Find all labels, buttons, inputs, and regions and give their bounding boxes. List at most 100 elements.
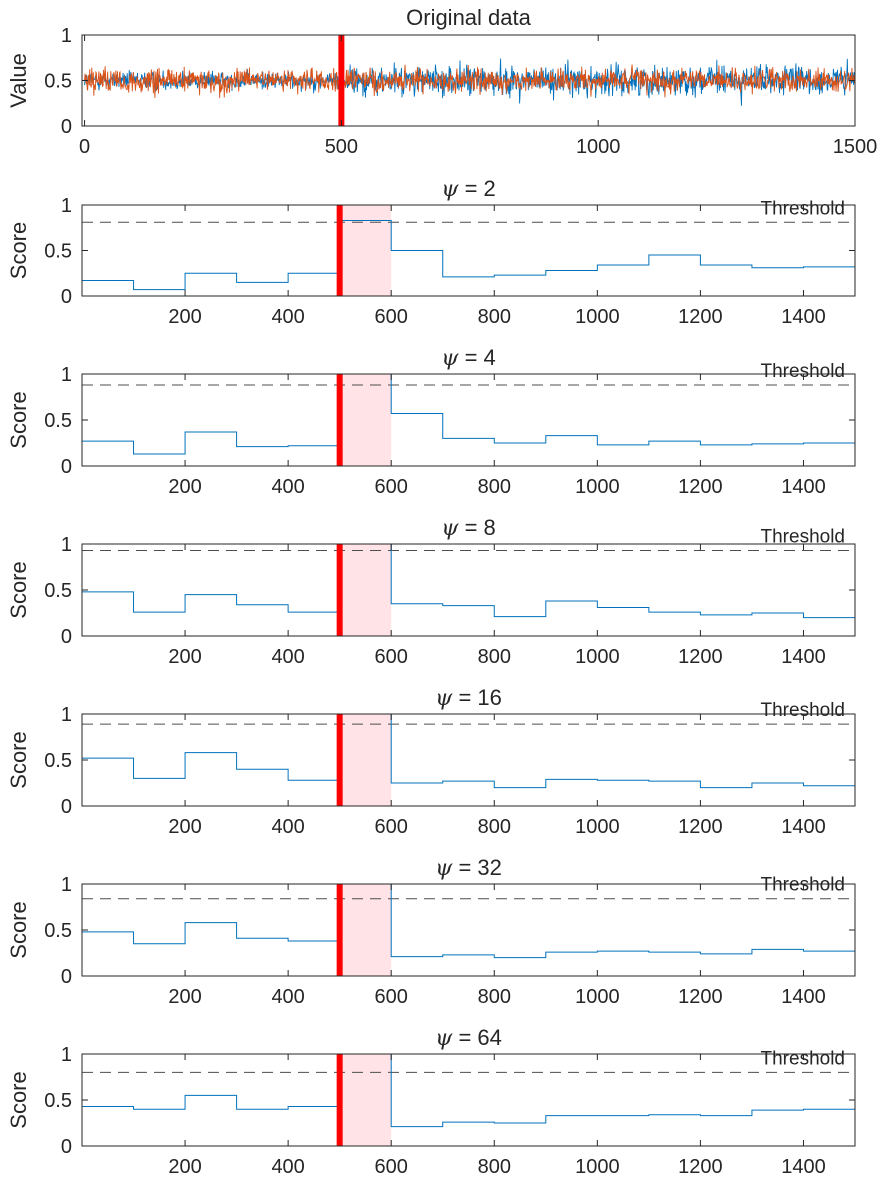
y-tick-label: 1 [61,25,72,47]
x-tick-label: 1000 [576,136,621,158]
x-tick-label: 800 [478,306,511,328]
x-tick-label: 1200 [678,646,723,668]
x-tick-label: 600 [375,1156,408,1178]
x-tick-label: 1200 [678,816,723,838]
title-symbol: ψ [435,686,453,711]
plot-area [82,374,855,466]
series-line [84,64,855,99]
score-step-line [82,374,855,455]
x-tick-label: 1500 [833,136,878,158]
y-axis-label: Score [6,561,31,618]
plot-area [82,714,855,806]
y-tick-label: 1 [61,364,72,386]
x-tick-label: 1200 [678,476,723,498]
x-tick-label: 1000 [575,646,620,668]
x-tick-label: 1200 [678,986,723,1008]
y-tick-label: 0 [61,116,72,138]
score-step-line [82,219,855,291]
x-tick-label: 1000 [575,1156,620,1178]
score-step-line [82,1054,855,1128]
x-tick-label: 1400 [781,986,826,1008]
chart-title: ψ = 4 [441,345,496,371]
threshold-label: Threshold [761,198,846,219]
x-tick-label: 400 [271,1156,304,1178]
y-axis-label: Score [6,1071,31,1128]
x-tick-label: 1400 [781,476,826,498]
x-tick-label: 400 [271,476,304,498]
highlight-band [339,714,392,806]
axes-box [81,204,856,297]
x-tick-label: 1200 [678,1156,723,1178]
x-tick-label: 400 [271,816,304,838]
subplot-7: Threshold ψ = 64 200 400 600 800 1000 1200 1400 0… [6,1025,856,1178]
subplot-6: Threshold ψ = 32 200 400 600 800 1000 1200 1400 0… [6,855,856,1008]
score-step-line [82,544,855,619]
axes-box [81,1053,856,1147]
x-tick-label: 1000 [575,306,620,328]
x-tick-label: 800 [478,816,511,838]
x-tick-label: 200 [168,816,201,838]
x-tick-label: 500 [325,136,358,158]
plot-area [82,544,855,636]
plot-area [82,884,855,976]
axes-box [81,713,856,807]
x-tick-label: 800 [478,646,511,668]
x-tick-label: 200 [168,1156,201,1178]
y-tick-label: 1 [61,195,72,217]
highlight-band [339,374,392,466]
y-tick-label: 0 [61,456,72,478]
x-tick-label: 800 [478,1156,511,1178]
x-tick-label: 1000 [575,986,620,1008]
subplot-1: Original data 0 500 1000 1500 0 0.5 1 Value [6,5,877,158]
axes-box [81,543,856,637]
y-axis-label: Score [6,731,31,788]
threshold-label: Threshold [761,875,846,896]
highlight-band [339,205,392,296]
y-axis-label: Value [6,53,31,108]
y-axis-label: Score [6,391,31,448]
threshold-label: Threshold [761,700,846,721]
y-tick-label: 1 [61,874,72,896]
y-axis-label: Score [6,901,31,958]
y-tick-label: 1 [61,1044,72,1066]
plot-area [82,1054,855,1146]
threshold-label: Threshold [761,361,846,382]
y-tick-label: 0 [61,796,72,818]
x-tick-label: 600 [375,646,408,668]
y-tick-label: 0 [61,1136,72,1158]
title-value: = 32 [452,855,502,880]
x-tick-label: 1000 [575,816,620,838]
y-tick-label: 1 [61,704,72,726]
x-tick-label: 800 [478,986,511,1008]
chart-title: ψ = 8 [441,515,496,541]
subplot-4: Threshold ψ = 8 200 400 600 800 1000 1200 1400 0 0… [6,515,856,668]
title-value: = 4 [458,345,495,370]
x-tick-label: 600 [375,816,408,838]
title-value: = 16 [452,685,502,710]
x-tick-label: 1400 [781,646,826,668]
chart-title: Original data [406,5,532,30]
chart-title: ψ = 16 [435,685,502,711]
y-tick-label: 0.5 [44,920,72,942]
plot-area [82,205,855,296]
highlight-band [339,544,392,636]
axes-box [81,883,856,977]
subplot-5: Threshold ψ = 16 200 400 600 800 1000 1200 1400 0… [6,685,856,838]
x-tick-label: 1200 [678,306,723,328]
x-tick-label: 0 [79,136,90,158]
x-tick-label: 400 [271,646,304,668]
plot-area [84,35,855,126]
x-tick-label: 200 [168,306,201,328]
title-symbol: ψ [441,177,459,202]
x-tick-label: 1000 [575,476,620,498]
x-tick-label: 400 [271,986,304,1008]
axes-box [81,373,856,467]
score-step-line [82,714,855,789]
y-tick-label: 1 [61,534,72,556]
subplot-3: Threshold ψ = 4 200 400 600 800 1000 1200 1400 0 0… [6,345,856,498]
y-tick-label: 0.5 [44,410,72,432]
title-value: = 2 [458,176,495,201]
title-symbol: ψ [441,516,459,541]
chart-title: ψ = 2 [441,176,496,202]
